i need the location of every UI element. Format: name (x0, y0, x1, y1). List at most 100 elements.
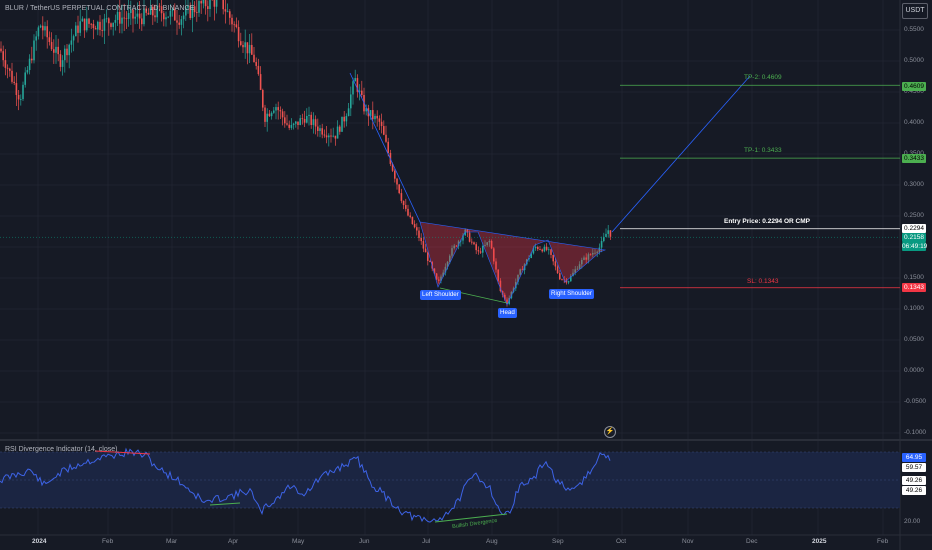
candle-body (607, 230, 609, 234)
price-tick: 0.3500 (904, 150, 924, 157)
candle-body (110, 23, 112, 27)
rsi-value-tag: 64.95 (902, 453, 926, 462)
candle-body (44, 26, 46, 31)
candle-body (28, 58, 31, 71)
candle-body (446, 261, 449, 267)
candle-body (127, 13, 130, 19)
currency-button[interactable]: USDT (902, 3, 928, 19)
candle-body (561, 279, 563, 281)
candle-body (0, 48, 2, 52)
candle-body (504, 294, 506, 300)
candle-body (75, 25, 77, 37)
candle-body (306, 116, 308, 123)
time-tick: Dec (746, 538, 758, 545)
candle-body (224, 9, 227, 12)
candle-body (325, 135, 328, 138)
candle-body (603, 236, 605, 242)
candle-body (339, 126, 341, 132)
candle-body (486, 242, 488, 245)
candle-body (94, 28, 97, 30)
candle-body (48, 37, 51, 43)
candle-body (475, 244, 477, 251)
candle-body (402, 200, 405, 206)
candle-body (583, 257, 585, 260)
candle-body (242, 44, 244, 48)
candle-body (556, 266, 559, 274)
candle-body (55, 46, 57, 53)
candle-body (198, 1, 200, 13)
price-tick: 0.0500 (904, 336, 924, 343)
candle-body (163, 13, 165, 20)
candle-body (581, 259, 583, 265)
candle-body (20, 99, 22, 100)
candle-body (499, 280, 502, 292)
price-tick: 0.1500 (904, 274, 924, 281)
candle-body (358, 90, 361, 92)
candle-body (387, 141, 389, 153)
candle-body (57, 46, 59, 55)
candle-body (442, 272, 444, 277)
candle-body (297, 121, 299, 126)
lightning-icon[interactable]: ⚡ (604, 426, 616, 438)
entry-price-tag: 0.2294 (902, 224, 926, 233)
candle-body (99, 21, 101, 30)
candle-body (125, 18, 128, 20)
time-tick: Feb (102, 538, 114, 545)
candle-body (275, 107, 277, 111)
candle-body (352, 81, 354, 95)
candle-body (330, 135, 332, 137)
candle-body (380, 121, 383, 127)
candle-body (130, 9, 132, 14)
candle-body (246, 42, 249, 54)
right-shoulder-label: Right Shoulder (549, 289, 594, 299)
candle-body (108, 18, 110, 24)
candle-body (244, 42, 246, 48)
price-tick: 0.5500 (904, 26, 924, 33)
candle-body (308, 114, 310, 117)
candle-body (501, 291, 504, 295)
candle-body (418, 230, 420, 238)
candle-body (449, 255, 451, 262)
candle-body (253, 54, 255, 63)
candle-body (574, 269, 576, 273)
candle-body (361, 90, 363, 95)
time-tick: Aug (486, 538, 498, 545)
candles (0, 0, 612, 307)
candle-body (42, 25, 44, 31)
candle-body (411, 216, 414, 225)
projection-line (611, 75, 751, 233)
candle-body (310, 114, 312, 125)
price-tick: 0.3000 (904, 181, 924, 188)
candle-body (152, 6, 154, 16)
candle-body (114, 19, 117, 23)
current-price-tag: 0.2158 (902, 233, 926, 242)
time-tick: 2025 (812, 538, 827, 545)
candle-body (209, 0, 211, 10)
price-tick: 0.5000 (904, 57, 924, 64)
candle-body (466, 229, 469, 233)
candle-body (169, 10, 172, 17)
candle-body (455, 245, 458, 247)
candle-body (273, 110, 275, 113)
candle-body (457, 241, 460, 247)
candle-body (345, 116, 348, 122)
candle-body (189, 5, 191, 18)
candle-body (526, 259, 528, 265)
sl-label: SL: 0.1343 (747, 278, 779, 285)
entry-label: Entry Price: 0.2294 OR CMP (724, 218, 810, 225)
candle-body (365, 108, 367, 112)
candle-body (237, 27, 240, 42)
candle-body (79, 21, 81, 33)
candle-body (444, 266, 447, 273)
candle-body (539, 249, 541, 250)
candle-body (11, 70, 13, 82)
candle-body (160, 6, 163, 14)
tp1-price-tag: 0.3433 (902, 154, 926, 163)
time-tick: 2024 (32, 538, 47, 545)
candle-body (4, 60, 7, 68)
candle-body (196, 12, 198, 13)
time-tick: Jul (422, 538, 431, 545)
candle-body (343, 116, 345, 122)
candle-body (576, 268, 579, 270)
